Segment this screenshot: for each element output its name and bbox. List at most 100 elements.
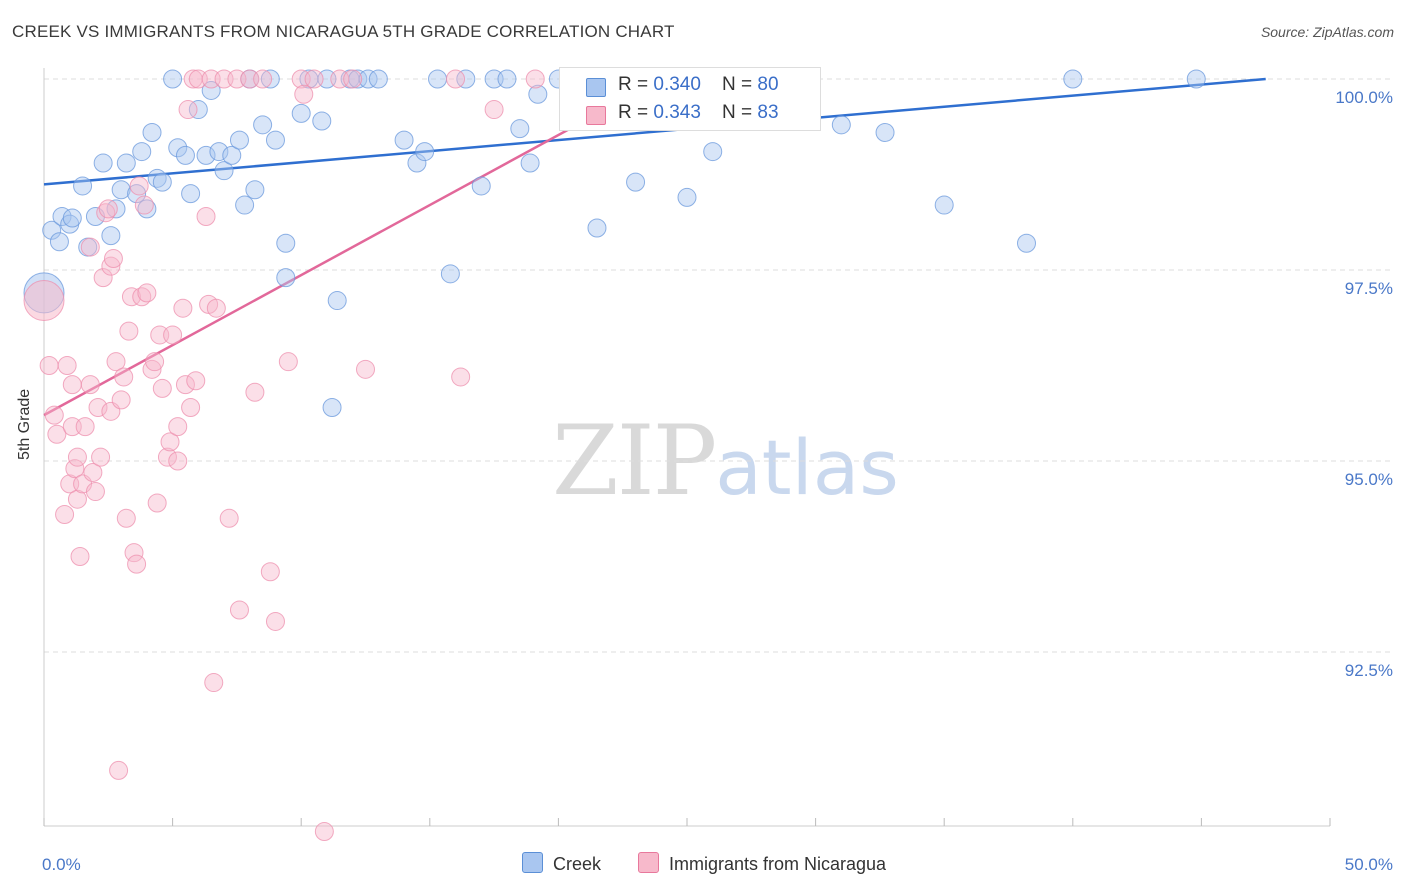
creek-r-value: 0.340 [653,74,701,95]
creek-point [101,226,121,246]
creek-point [142,122,162,142]
nicaragua-point [83,462,103,482]
creek-point [831,115,851,135]
y-tick-label: 95.0% [1345,470,1393,489]
nicaragua-point [145,352,165,372]
nicaragua-point [181,398,201,418]
nicaragua-point [91,447,111,467]
nicaragua-point [152,378,172,398]
creek-point [73,176,93,196]
nicaragua-point [62,375,82,395]
y-axis-title-wrap: 5th Grade [16,389,34,460]
creek-point [471,176,491,196]
creek-point [394,130,414,150]
nicaragua-point [67,489,87,509]
creek-point [1063,69,1083,89]
y-axis-title: 5th Grade [16,388,33,460]
legend-row-creek: R = 0.340 N = 80 [560,72,820,100]
grid-lines [44,78,1392,653]
nicaragua-point [39,356,59,375]
creek-point [1186,69,1206,89]
creek-point [528,84,548,104]
trend-lines [43,77,1266,417]
legend-item-creek[interactable]: Creek [522,852,601,875]
creek-point [253,115,273,135]
creek-point [229,130,249,150]
nicaragua-point [119,321,139,341]
nicaragua-point [70,547,90,566]
nicaragua-point [178,100,198,120]
creek-point [520,153,540,173]
nicaragua-point [253,69,273,89]
nicaragua-point [314,822,334,842]
creek-point [312,111,332,131]
nicaragua-point [229,600,249,620]
correlation-legend: R = 0.340 N = 80 R = 0.343 N = 83 [559,67,821,131]
creek-point [276,233,296,253]
creek-point [235,195,255,215]
creek-point [245,180,265,200]
creek-point [291,103,311,123]
nicaragua-point [175,375,195,395]
source-label: Source: ZipAtlas.com [1260,24,1394,40]
creek-legend-label: Creek [553,854,602,874]
creek-point [934,195,954,215]
creek-point [42,220,62,240]
creek-n-label: N = [722,74,758,95]
legend-creek-text: R = 0.340 N = 80 [618,74,779,96]
nicaragua-point [109,760,129,780]
creek-trend-line [43,77,1266,186]
nicaragua-point [484,100,504,120]
creek-point [407,153,427,173]
tick-labels: 100.0% 97.5% 95.0% 92.5% 0.0% 50.0% [42,88,1393,874]
creek-point [440,264,460,284]
nicaragua-point [196,207,216,227]
nicaragua-point [294,84,314,104]
creek-point [196,145,216,165]
nicaragua-point [304,69,324,89]
nicaragua-point [127,554,147,574]
creek-point [322,398,342,418]
nicaragua-point [173,298,193,318]
nicaragua-point [103,249,123,269]
creek-point [428,69,448,89]
nicaragua-point [219,508,239,528]
nicaragua-point [80,375,100,395]
nicaragua-point [85,482,105,502]
creek-point [175,145,195,165]
nicaragua-point [206,298,226,318]
nicaragua-point [142,359,162,379]
nicaragua-swatch [586,106,606,125]
creek-point [214,161,234,181]
nicaragua-point [47,424,67,444]
nicaragua-point [186,371,206,391]
nicaragua-point [57,356,77,375]
creek-point [62,208,82,228]
y-tick-label: 100.0% [1335,88,1393,107]
creek-point [415,142,435,162]
nicaragua-point [451,367,471,387]
creek-point [201,80,221,100]
legend-item-nicaragua[interactable]: Immigrants from Nicaragua [638,852,886,875]
creek-point [510,119,530,139]
creek-point [168,138,188,158]
nicaragua-point [93,268,113,288]
creek-point [106,199,126,219]
creek-point [368,69,388,89]
nicaragua-point [129,176,149,196]
nicaragua-point [132,287,152,307]
creek-point [1017,233,1037,253]
nicaragua-point [55,504,75,524]
creek-point [152,172,172,192]
nicaragua-point [124,543,144,563]
nicaragua-point [168,451,188,471]
nicaragua-point [343,69,363,89]
creek-point [132,142,152,162]
creek-point [127,184,147,204]
chart-title: CREEK VS IMMIGRANTS FROM NICARAGUA 5TH G… [12,22,675,41]
nicaragua-point [114,367,134,387]
creek-point [626,172,646,192]
nicaragua-point [106,352,126,372]
nicaragua-point [65,459,85,479]
